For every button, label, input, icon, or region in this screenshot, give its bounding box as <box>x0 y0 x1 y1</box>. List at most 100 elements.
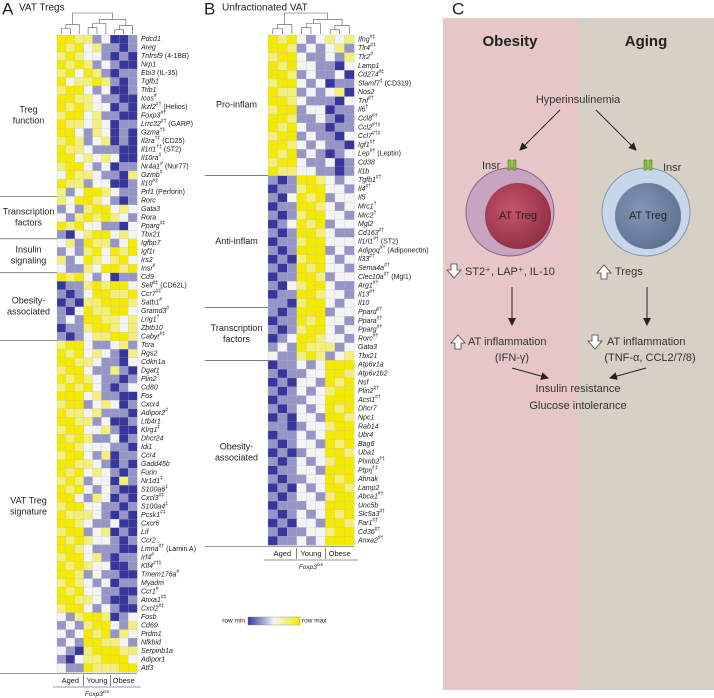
gene-label: Bag6 <box>358 441 374 448</box>
heatmap-cell <box>296 369 307 379</box>
gene-label: Cd69 <box>141 622 158 629</box>
gene-name: Rgs2 <box>141 350 157 357</box>
heatmap-cell <box>296 536 307 546</box>
heatmap-cell <box>65 417 76 427</box>
heatmap-cell <box>306 307 317 317</box>
gene-label: Lamp1 <box>358 63 380 70</box>
heatmap-cell <box>65 187 76 197</box>
heatmap-cell <box>277 70 288 80</box>
heatmap-cell <box>325 184 336 194</box>
gene-name: Cd36 <box>358 529 375 536</box>
heatmap-cell <box>286 140 298 150</box>
gene-label: Klrg1‡ <box>141 425 160 434</box>
heatmap-cell <box>127 502 138 512</box>
gene-name: Cabyr <box>141 333 160 340</box>
panel-letter: C <box>452 0 464 18</box>
group-label: Treg <box>19 105 37 115</box>
heatmap-cell <box>344 149 355 159</box>
gene-label: Lamp2 <box>358 485 380 492</box>
heatmap-cell <box>74 136 85 146</box>
heatmap-cell <box>74 637 85 647</box>
gene-label: S100a6‡ <box>141 484 168 493</box>
gene-label: Serpinb1a <box>141 648 173 655</box>
heatmap-cell <box>286 263 298 273</box>
gene-marker: # <box>160 170 163 176</box>
heatmap-cell <box>74 323 85 333</box>
heatmap-cell <box>83 162 93 172</box>
gene-marker: ‡ <box>165 484 168 490</box>
heatmap-cell <box>74 518 85 529</box>
heatmap-cell <box>267 184 278 194</box>
gene-note: (ST2) <box>164 147 182 154</box>
gene-marker: # <box>159 297 162 303</box>
gene-marker: #†‡ <box>153 561 162 567</box>
heatmap-cell <box>325 263 336 273</box>
arrow <box>595 109 637 151</box>
heatmap-cell <box>101 119 111 129</box>
gene-label: Lrrc32#† (GARP) <box>141 119 193 128</box>
gene-marker: #† <box>161 119 167 125</box>
heatmap-cell <box>110 629 120 639</box>
heatmap-cell <box>286 228 298 238</box>
heatmap-cell <box>56 289 67 299</box>
heatmap-cell <box>325 307 336 317</box>
heatmap-cell <box>119 603 129 613</box>
heatmap-cell <box>315 78 326 89</box>
heatmap-cell <box>83 612 93 622</box>
gene-name: Acsl1 <box>357 397 375 404</box>
heatmap-cell <box>101 400 111 410</box>
heatmap-cell <box>74 366 85 376</box>
gene-name: Adipor2 <box>140 410 165 417</box>
heatmap-cell <box>92 128 102 138</box>
heatmap-cell <box>286 281 298 291</box>
gene-marker: #† <box>373 236 379 242</box>
heatmap-cell <box>296 166 307 177</box>
heatmap-cell <box>306 386 317 396</box>
gene-name: Ifng <box>358 36 370 43</box>
heatmap-cell <box>74 204 85 214</box>
heatmap-cell <box>277 377 288 388</box>
heatmap-cell <box>267 175 278 185</box>
heatmap-cell <box>344 254 355 265</box>
heatmap-cell <box>277 439 288 449</box>
gene-label: Myadm <box>141 580 164 587</box>
gene-marker: #† <box>368 96 374 102</box>
gene-name: Pparg <box>358 326 377 333</box>
heatmap-cell <box>110 637 120 647</box>
heatmap-cell <box>74 289 85 299</box>
heatmap-cell <box>286 483 298 493</box>
heatmap-cell <box>127 544 138 554</box>
heatmap-cell <box>315 377 326 388</box>
heatmap-cell <box>344 96 355 106</box>
heatmap-cell <box>127 306 138 316</box>
effect: Tregs <box>615 266 643 278</box>
heatmap-cell <box>315 430 326 440</box>
heatmap-cell <box>296 395 307 405</box>
gene-name: Ccr7 <box>141 291 157 298</box>
heatmap-cell <box>334 149 345 159</box>
heatmap-cell <box>344 298 355 309</box>
heatmap-cell <box>101 646 111 656</box>
gene-marker: #† <box>377 316 383 322</box>
gene-marker: #† <box>380 245 386 251</box>
heatmap-cell <box>325 34 336 45</box>
group-label: Anti-inflam <box>215 236 258 246</box>
heatmap-cell <box>92 425 102 435</box>
heatmap-cell <box>65 51 76 61</box>
heatmap-cell <box>277 404 288 414</box>
heatmap-cell <box>83 306 93 316</box>
heatmap-cell <box>296 52 307 62</box>
heatmap-cell <box>286 500 298 511</box>
gene-name: Ebi3 <box>141 70 155 77</box>
heatmap-cell <box>344 70 355 80</box>
heatmap-cell <box>83 170 93 180</box>
heatmap-cell <box>315 34 326 45</box>
heatmap-cell <box>325 412 336 423</box>
heatmap-cell <box>296 325 307 335</box>
heatmap-cell <box>267 122 278 133</box>
dendrogram <box>284 12 329 25</box>
legend-max: row max <box>302 618 327 625</box>
heatmap-cell <box>306 325 317 335</box>
heatmap-cell <box>296 254 307 265</box>
heatmap-cell <box>65 323 76 333</box>
